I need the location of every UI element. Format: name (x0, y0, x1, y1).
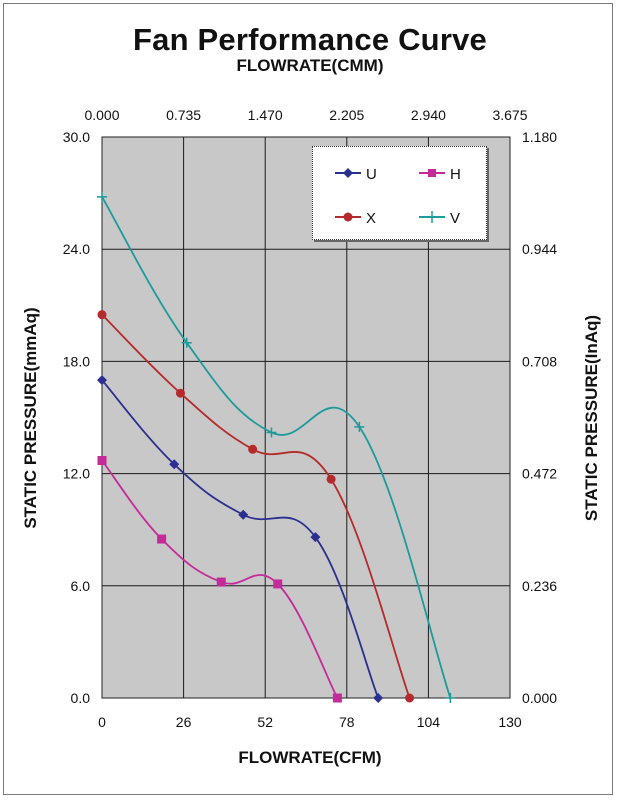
y-axis-label-right: STATIC PRESSURE(InAq) (582, 314, 601, 522)
x-top-tick-label: 2.205 (329, 107, 364, 123)
legend: U H X V (312, 146, 487, 240)
data-point-v (97, 191, 107, 202)
data-point-u (310, 532, 321, 543)
y-right-tick-label: 0.944 (522, 241, 557, 257)
y-left-tick-label: 24.0 (63, 241, 90, 257)
data-point-v (266, 427, 277, 438)
series-line-x (101, 314, 411, 699)
data-point-x (175, 388, 185, 398)
data-point-h (273, 579, 283, 589)
y-left-tick-label: 6.0 (71, 578, 91, 594)
x-top-tick-label: 3.675 (492, 107, 527, 123)
x-tick-label: 78 (339, 714, 355, 730)
data-point-v (354, 421, 365, 432)
y-left-tick-label: 12.0 (63, 466, 90, 482)
data-point-h (157, 534, 167, 544)
chart-title: Fan Performance Curve (133, 22, 487, 57)
data-point-u (97, 375, 107, 386)
legend-label-h: H (450, 166, 461, 183)
y-left-tick-label: 30.0 (63, 129, 90, 145)
legend-swatch-h (419, 169, 445, 177)
data-point-v (181, 337, 192, 348)
top-axis-label: FLOWRATE(CMM) (236, 56, 384, 75)
y-left-tick-label: 0.0 (71, 690, 91, 706)
x-tick-label: 130 (498, 714, 522, 730)
x-tick-label: 26 (176, 714, 192, 730)
y-right-tick-label: 1.180 (522, 129, 557, 145)
legend-swatch-u (335, 168, 361, 178)
data-point-u (238, 509, 249, 520)
legend-label-u: U (366, 166, 377, 183)
legend-label-v: V (450, 210, 461, 227)
x-top-tick-label: 0.735 (166, 107, 201, 123)
y-right-tick-label: 0.708 (522, 353, 557, 369)
data-point-v (445, 693, 456, 703)
series-line-v (101, 196, 452, 699)
x-axis-label: FLOWRATE(CFM) (238, 748, 382, 767)
data-point-x (405, 693, 415, 703)
legend-swatch-x (335, 212, 361, 222)
series-line-u (101, 379, 380, 699)
x-top-tick-label: 2.940 (411, 107, 446, 123)
data-point-h (332, 693, 342, 703)
data-point-x (248, 444, 258, 454)
y-left-tick-label: 18.0 (63, 353, 90, 369)
x-tick-label: 0 (98, 714, 106, 730)
data-point-h (97, 456, 107, 466)
data-point-h (216, 577, 226, 587)
x-top-tick-label: 1.470 (248, 107, 283, 123)
legend-label-x: X (366, 210, 377, 227)
data-point-x (97, 310, 107, 320)
data-point-u (373, 693, 384, 703)
y-right-tick-label: 0.000 (522, 690, 557, 706)
data-point-x (326, 474, 336, 484)
data-point-u (169, 459, 180, 470)
x-tick-label: 52 (257, 714, 273, 730)
x-top-tick-label: 0.000 (84, 107, 119, 123)
y-axis-label-left: STATIC PRESSURE(mmAq) (21, 307, 40, 529)
y-right-tick-label: 0.472 (522, 466, 557, 482)
x-tick-label: 104 (417, 714, 441, 730)
legend-swatch-v (419, 211, 445, 223)
y-right-tick-label: 0.236 (522, 578, 557, 594)
